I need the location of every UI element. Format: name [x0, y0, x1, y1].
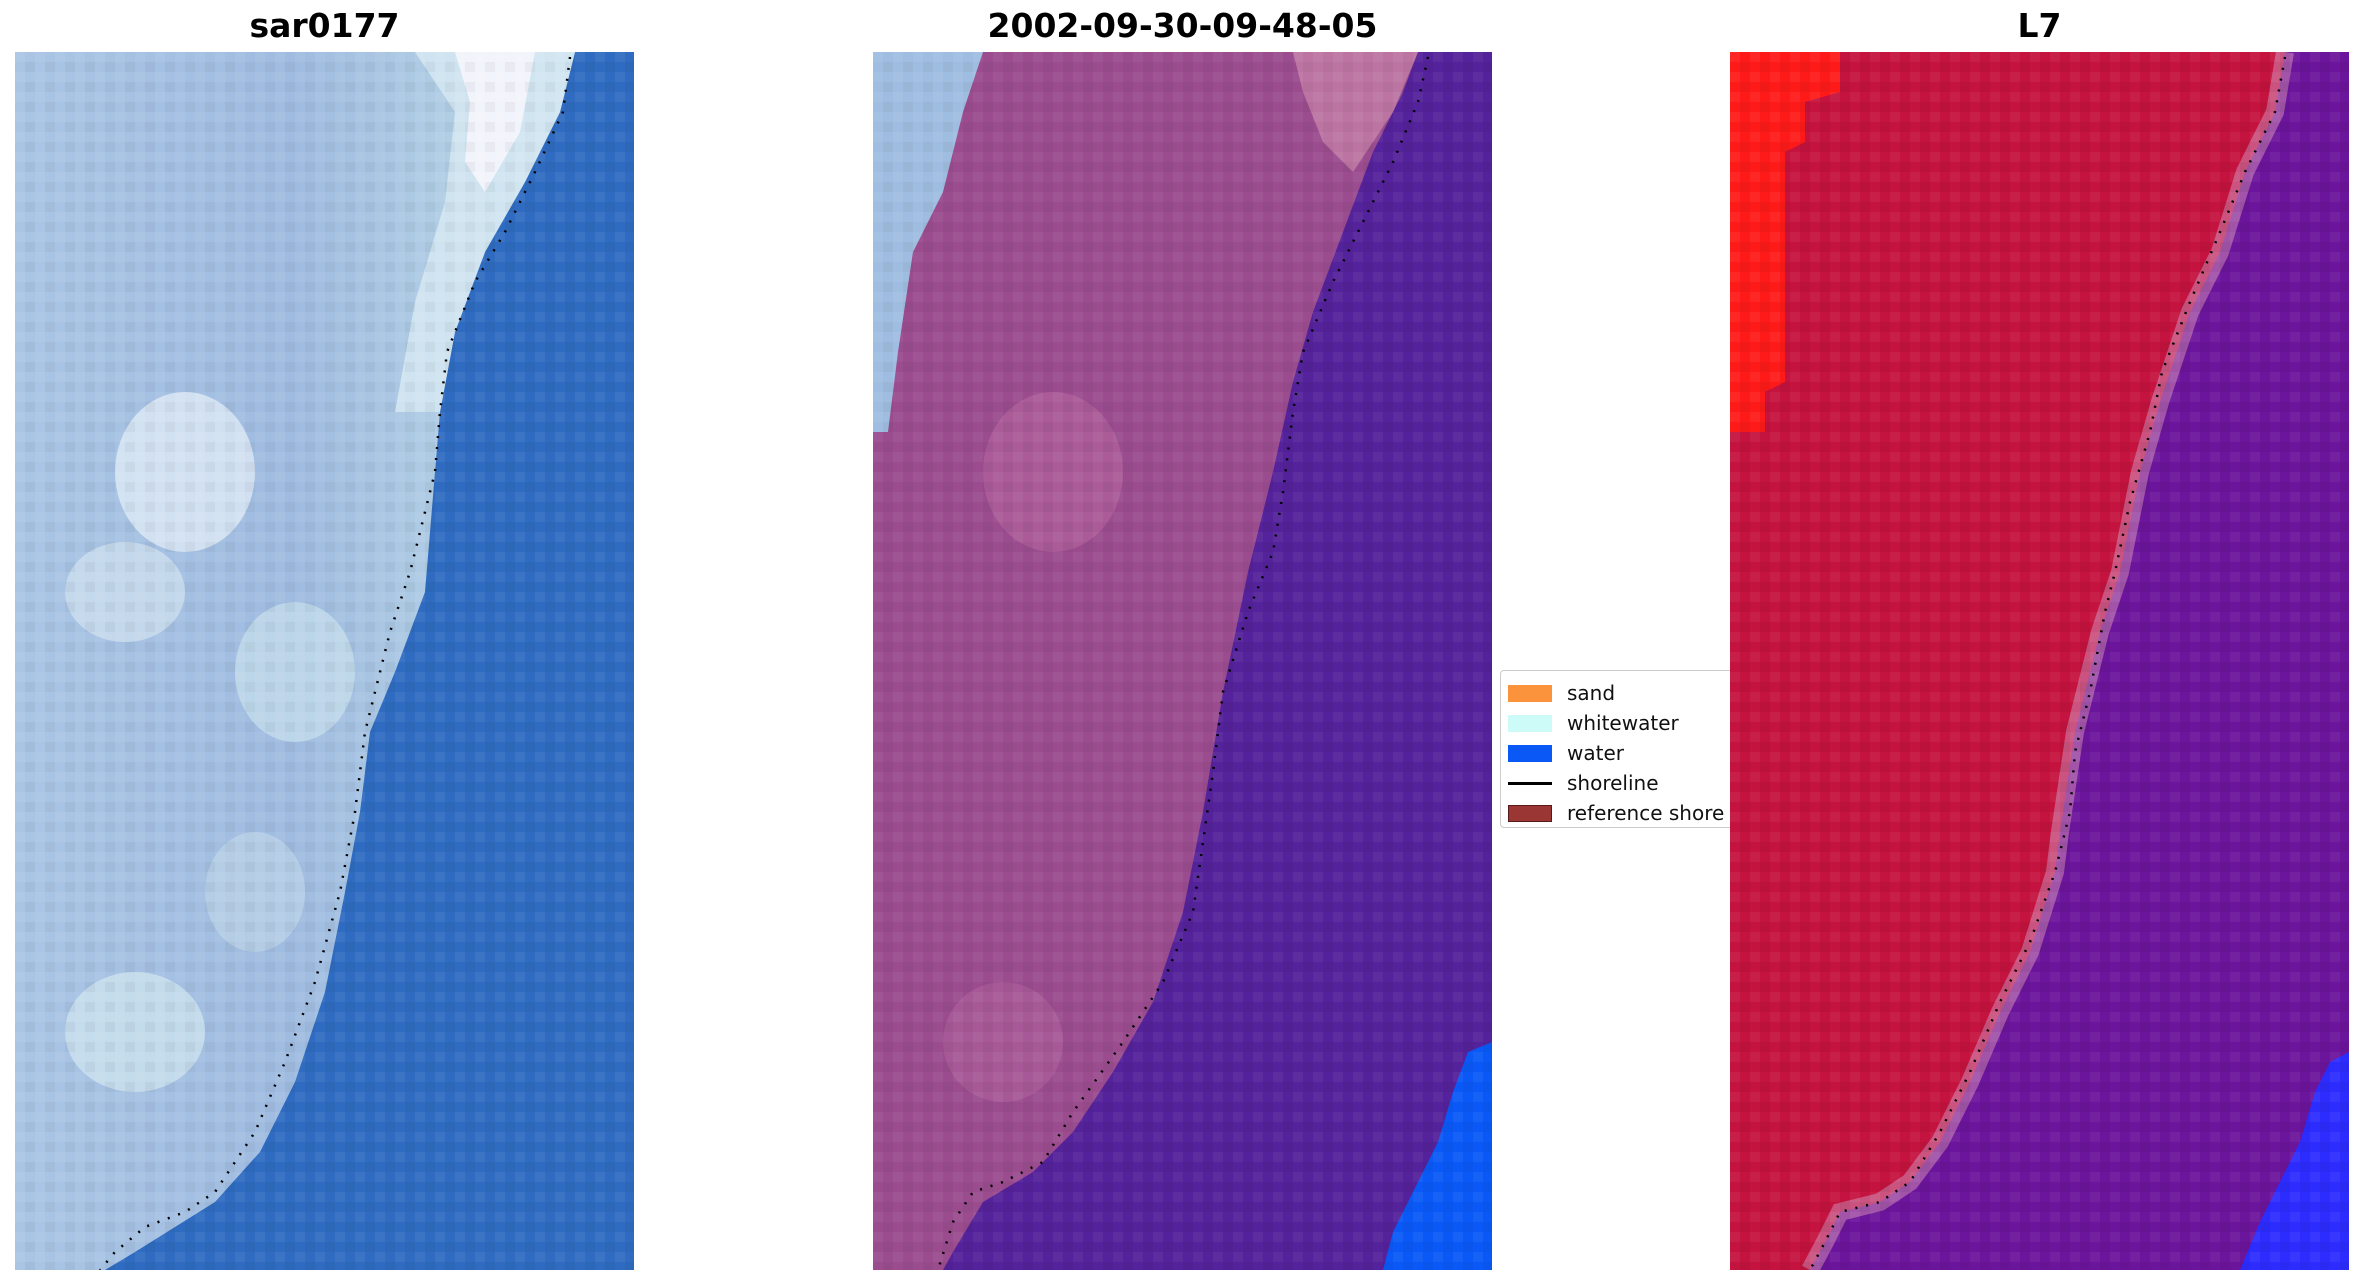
rgb-image [15, 52, 634, 1270]
legend-label: shoreline [1567, 771, 1659, 795]
water-swatch [1508, 744, 1552, 762]
legend-label: water [1567, 741, 1624, 765]
legend-item-shoreline: shoreline [1508, 768, 1734, 798]
legend-label: reference shore [1567, 801, 1725, 825]
index-map [1730, 52, 2349, 1270]
legend-label: sand [1567, 681, 1616, 705]
rgb-image-panel [15, 52, 634, 1270]
panel-title-3: L7 [2017, 6, 2062, 45]
classified-image [873, 52, 1492, 1270]
legend-label: whitewater [1567, 711, 1679, 735]
legend-item-reference-shore: reference shore [1508, 798, 1734, 827]
legend-item-whitewater: whitewater [1508, 708, 1734, 738]
panel-title-1: sar0177 [249, 6, 400, 45]
legend: sand whitewater water shoreline referenc… [1500, 670, 1735, 828]
shoreline-line-symbol [1508, 781, 1552, 785]
reference-shore-swatch [1508, 804, 1552, 822]
panel-title-2: 2002-09-30-09-48-05 [987, 6, 1378, 45]
classified-image-panel [873, 52, 1492, 1270]
index-map-panel [1730, 52, 2349, 1270]
legend-item-sand: sand [1508, 678, 1734, 708]
whitewater-swatch [1508, 714, 1552, 732]
sand-swatch [1508, 684, 1552, 702]
legend-item-water: water [1508, 738, 1734, 768]
